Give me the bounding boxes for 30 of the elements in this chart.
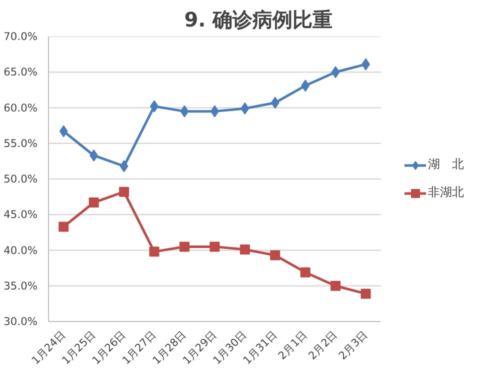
point [179,242,190,252]
point [120,160,128,172]
y-tick-label: 45.0% [4,208,38,222]
x-tick-label: 2月3日 [336,328,370,362]
point [240,102,250,114]
point [59,125,68,138]
y-tick-label: 35.0% [4,279,38,292]
point [180,105,189,118]
point [149,246,160,257]
y-tick-label: 55.0% [4,136,38,150]
point [300,267,310,278]
point [360,288,371,299]
point [119,186,130,197]
point [331,66,340,78]
point [330,280,341,291]
y-tick-label: 60.0% [4,101,38,114]
y-tick-label: 40.0% [4,244,38,257]
point [270,250,280,260]
point [58,222,69,232]
y-tick-label: 50.0% [4,172,38,186]
point [210,242,220,252]
y-tick-label: 65.0% [4,66,38,79]
legend-label: 湖 北 [428,156,464,173]
point [270,96,280,109]
y-tick-label: 30.0% [4,315,38,328]
y-tick-label: 70.0% [4,30,38,43]
chart-title: 9. 确诊病例比重 [184,8,333,32]
legend-label: 非湖北 [428,184,464,201]
point [88,198,99,208]
point [240,244,250,255]
